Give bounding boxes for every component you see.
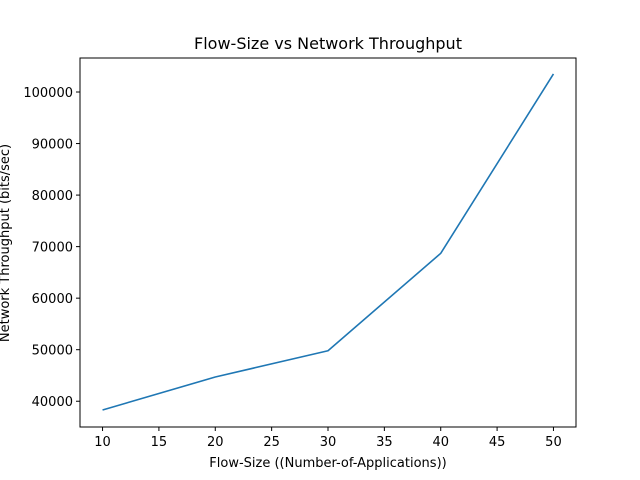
y-tick-label: 60000 xyxy=(32,292,73,307)
y-tick-label: 90000 xyxy=(32,138,73,153)
y-axis-label: Network Throughput (bits/sec) xyxy=(0,144,13,342)
y-tick-label: 40000 xyxy=(32,395,73,410)
x-tick-label: 45 xyxy=(489,435,506,450)
x-axis-ticks: 10 15 20 25 30 35 40 45 50 xyxy=(94,427,562,450)
y-tick-label: 50000 xyxy=(32,344,73,359)
x-tick-label: 35 xyxy=(376,435,393,450)
x-tick-label: 25 xyxy=(263,435,280,450)
x-tick-label: 30 xyxy=(320,435,337,450)
x-axis-label: Flow-Size ((Number-of-Applications)) xyxy=(209,456,446,471)
x-tick-label: 50 xyxy=(545,435,562,450)
y-axis-ticks: 40000 50000 60000 70000 80000 90000 100000 xyxy=(23,86,80,410)
plot-marks xyxy=(102,73,555,411)
x-tick-label: 10 xyxy=(94,435,111,450)
x-tick-label: 20 xyxy=(207,435,224,450)
x-tick-label: 15 xyxy=(151,435,168,450)
chart-title: Flow-Size vs Network Throughput xyxy=(194,34,462,53)
x-tick-label: 40 xyxy=(432,435,449,450)
y-tick-label: 100000 xyxy=(23,86,73,101)
series-line xyxy=(102,73,555,411)
y-tick-label: 80000 xyxy=(32,189,73,204)
y-tick-label: 70000 xyxy=(32,241,73,256)
